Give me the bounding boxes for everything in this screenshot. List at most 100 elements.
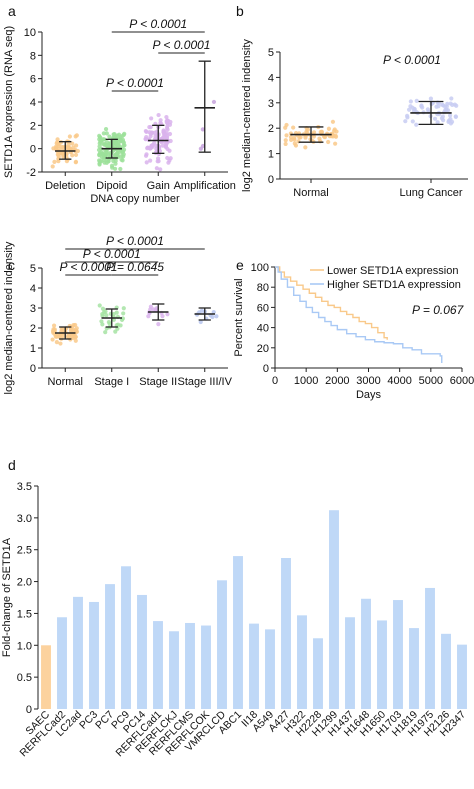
y-tick-label: 3.5 xyxy=(17,481,32,493)
data-point xyxy=(403,119,408,124)
data-point xyxy=(50,337,55,342)
bar xyxy=(377,620,387,709)
bar xyxy=(409,628,419,709)
data-point xyxy=(166,160,171,165)
p-value-label: P < 0.0001 xyxy=(153,38,211,52)
data-point xyxy=(408,99,413,104)
data-point xyxy=(305,127,311,132)
data-point xyxy=(411,108,417,114)
y-tick-label: 0 xyxy=(268,174,274,186)
bar xyxy=(185,622,195,709)
y-axis-title: log2 median-centered indensity xyxy=(3,241,15,394)
data-point xyxy=(164,114,169,120)
data-point xyxy=(96,147,102,153)
bar xyxy=(457,644,467,709)
data-point xyxy=(283,125,288,130)
data-point xyxy=(443,108,448,113)
data-point xyxy=(74,326,79,331)
y-tick-label: 8 xyxy=(30,50,36,62)
x-tick-label: Stage II xyxy=(139,376,177,388)
data-point xyxy=(101,131,106,136)
bar xyxy=(41,645,51,709)
y-tick-label: 1 xyxy=(268,149,274,161)
data-point xyxy=(120,133,125,139)
data-point xyxy=(168,156,173,161)
y-tick-label: 80 xyxy=(257,282,269,294)
data-point xyxy=(156,112,161,118)
data-point xyxy=(448,113,453,118)
data-point xyxy=(118,166,123,172)
y-tick-label: 5 xyxy=(30,263,36,275)
panel-label-e: e xyxy=(236,257,244,273)
bar xyxy=(169,631,179,709)
data-point xyxy=(163,144,168,150)
data-point xyxy=(449,96,454,101)
data-point xyxy=(101,137,106,142)
bar xyxy=(153,621,163,709)
bar xyxy=(345,617,355,709)
data-point xyxy=(120,149,126,154)
data-point xyxy=(198,319,203,325)
data-point xyxy=(284,133,289,138)
data-point xyxy=(100,306,106,311)
data-point xyxy=(158,167,163,172)
x-tick-label: Dipoid xyxy=(96,180,127,192)
data-point xyxy=(74,143,79,148)
data-point xyxy=(160,313,165,319)
bar xyxy=(105,584,115,709)
panel-a-dotplot: -2 0 2 4 6 8 10 Deletion Dipoid Gain Amplification… xyxy=(3,17,236,205)
bar xyxy=(249,623,259,709)
y-tick-label: 2.0 xyxy=(17,577,32,589)
x-tick-label: Lung Cancer xyxy=(400,187,463,199)
data-point xyxy=(432,116,438,121)
y-tick-label: 2.5 xyxy=(17,545,32,557)
bar xyxy=(137,594,147,709)
panel-d-bar-chart: 0 0.5 1.0 1.5 2.0 2.5 3.0 3.5 Fold-change of SET… xyxy=(1,481,468,759)
data-point xyxy=(144,160,149,165)
p-value-annotation: P = 0.067 xyxy=(412,303,465,317)
data-point xyxy=(414,98,419,103)
data-point xyxy=(154,166,159,171)
data-point xyxy=(121,306,126,311)
y-axis-title: log2 median-centered indensity xyxy=(241,39,253,192)
data-point xyxy=(200,143,206,149)
data-point xyxy=(121,311,126,316)
data-point xyxy=(288,135,294,140)
y-tick-label: 1.0 xyxy=(17,640,32,652)
data-point xyxy=(101,155,106,160)
data-point xyxy=(164,141,169,147)
data-point xyxy=(211,310,216,315)
data-point xyxy=(107,151,112,156)
y-axis-title: SETD1A expression (RNA seq) xyxy=(3,26,15,178)
data-point xyxy=(161,128,166,133)
data-point xyxy=(449,119,455,124)
data-point xyxy=(444,104,449,109)
y-tick-label: 0 xyxy=(30,144,36,156)
data-point xyxy=(115,143,120,148)
data-point xyxy=(292,135,297,140)
x-tick-label: Deletion xyxy=(45,180,85,192)
data-point xyxy=(167,131,173,137)
data-point xyxy=(58,341,63,346)
panel-b-dotplot: 0 1 2 3 4 5 Normal Lung Cancer log2 median-cente… xyxy=(241,39,468,199)
data-point xyxy=(406,107,412,112)
x-tick-label: 3000 xyxy=(356,375,380,387)
data-point xyxy=(103,330,108,335)
y-tick-label: 0.5 xyxy=(17,672,32,684)
panel-c-dotplot: 0 1 2 3 4 5 Normal Stage I Stage II Stage III/IV l… xyxy=(3,234,233,394)
data-point xyxy=(104,131,109,136)
data-point xyxy=(113,329,118,334)
data-point xyxy=(55,140,60,145)
p-value-label: P < 0.0001 xyxy=(60,260,118,274)
survival-curve xyxy=(275,266,443,363)
data-point xyxy=(150,144,155,150)
data-point xyxy=(122,143,127,148)
data-point xyxy=(410,119,415,124)
data-point xyxy=(146,145,152,151)
data-point xyxy=(428,96,434,101)
bar xyxy=(393,600,403,709)
y-tick-label: -2 xyxy=(26,167,36,179)
data-point xyxy=(296,139,301,144)
x-tick-label: Normal xyxy=(293,187,328,199)
data-point xyxy=(73,152,79,158)
